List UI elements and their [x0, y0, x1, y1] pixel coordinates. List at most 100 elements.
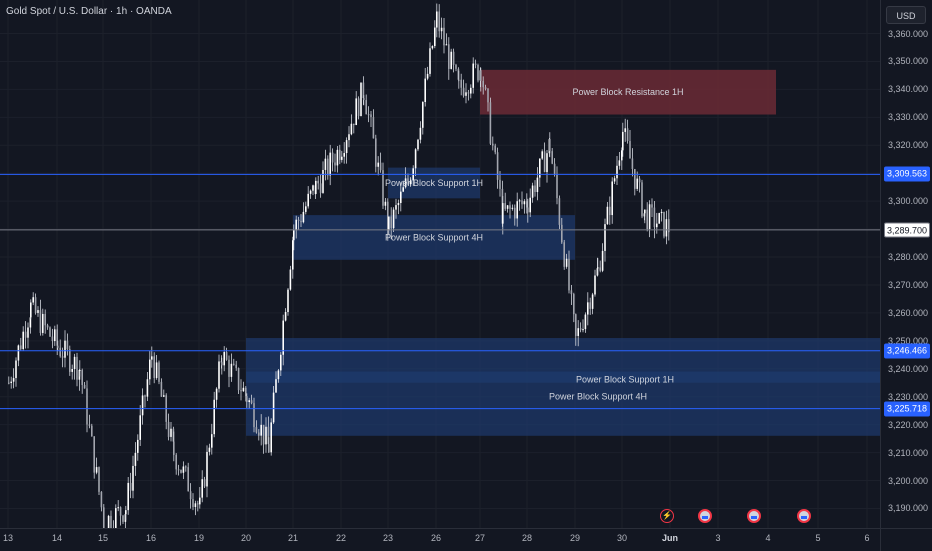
price-level-badge[interactable]: 3,225.718 [884, 401, 930, 417]
candle-body [100, 491, 103, 508]
zone-label: Power Block Support 4H [385, 232, 483, 242]
candle-body [527, 207, 529, 213]
candle-body [549, 139, 551, 152]
candle-body [648, 204, 651, 230]
candle-body [42, 313, 44, 333]
candle-body [534, 185, 536, 193]
support-zone[interactable] [246, 371, 880, 436]
candle-body [601, 250, 604, 271]
candle-body [203, 479, 206, 487]
candle-body [81, 369, 83, 385]
candle-body [110, 515, 112, 529]
candle-body [240, 390, 242, 392]
time-tick-label: Jun [661, 533, 679, 543]
us-flag-icon[interactable] [698, 509, 712, 523]
time-axis[interactable] [0, 528, 880, 551]
candle-body [656, 223, 658, 228]
candle-body [119, 507, 122, 516]
candle-body [516, 201, 518, 219]
price-chart-svg[interactable]: Power Block Resistance 1H Power Block Sup… [0, 0, 880, 541]
candle-body [429, 48, 431, 74]
candle-body [407, 178, 409, 182]
candle-body [309, 190, 312, 194]
candle-body [149, 359, 151, 380]
candle-body [237, 368, 240, 391]
time-tick-label: 26 [430, 533, 442, 543]
zone-label: Power Block Resistance 1H [572, 87, 683, 97]
chart-area[interactable]: Power Block Resistance 1H Power Block Sup… [0, 0, 880, 541]
time-tick-label: 20 [240, 533, 252, 543]
candle-body [638, 178, 641, 183]
candle-body [192, 499, 194, 507]
candle-body [230, 363, 233, 377]
candle-body [419, 127, 422, 140]
candle-body [523, 201, 526, 205]
candle-body [377, 162, 379, 167]
candle-body [39, 310, 42, 333]
candle-body [163, 395, 165, 397]
candle-body [350, 123, 353, 135]
candle-body [307, 193, 309, 207]
time-tick-label: 5 [815, 533, 821, 543]
candle-body [127, 482, 129, 511]
candle-body [8, 382, 10, 384]
candle-body [651, 204, 653, 208]
candle-body [197, 503, 199, 505]
price-level-badge[interactable]: 3,289.700 [884, 222, 930, 238]
candle-body [277, 370, 280, 380]
candle-body [272, 392, 275, 423]
candle-body [440, 27, 443, 32]
candle-body [76, 356, 78, 380]
lightning-icon[interactable]: ⚡ [660, 509, 674, 523]
candle-body [653, 207, 656, 228]
candle-body [37, 310, 39, 313]
candle-body [170, 428, 172, 437]
candle-body [541, 151, 543, 159]
candle-body [611, 181, 613, 216]
candle-body [521, 200, 523, 205]
price-tick-label: 3,220.000 [888, 419, 929, 430]
price-level-badge[interactable]: 3,246.466 [884, 343, 930, 359]
candle-body [613, 178, 616, 182]
price-axis[interactable] [880, 0, 932, 528]
candle-body [426, 73, 429, 79]
currency-button[interactable]: USD [886, 6, 926, 24]
candle-body [422, 102, 424, 128]
candle-body [115, 508, 117, 531]
price-level-badge[interactable]: 3,309.563 [884, 166, 930, 182]
candle-body [233, 363, 235, 365]
candle-body [631, 158, 634, 169]
candle-body [382, 170, 384, 206]
candle-body [518, 200, 521, 202]
candle-body [543, 151, 546, 173]
time-tick-label: 16 [145, 533, 157, 543]
candle-body [302, 211, 305, 223]
candle-body [472, 63, 474, 88]
candle-body [511, 207, 514, 209]
candle-body [621, 150, 623, 161]
us-flag-icon[interactable] [747, 509, 761, 523]
resistance-zone[interactable] [480, 69, 776, 115]
candle-body [59, 347, 61, 357]
candle-body [10, 381, 12, 383]
candle-body [494, 145, 496, 153]
candle-body [17, 345, 20, 361]
candle-body [248, 400, 250, 403]
candle-body [665, 219, 668, 237]
candle-body [565, 258, 568, 267]
candle-body [86, 388, 88, 425]
candle-body [211, 434, 213, 448]
candle-body [489, 102, 492, 144]
candle-body [390, 216, 392, 229]
candle-body [594, 275, 596, 295]
candle-body [300, 220, 302, 223]
price-tick-label: 3,280.000 [888, 252, 929, 263]
candle-body [51, 336, 54, 342]
candle-body [336, 149, 339, 166]
candle-body [194, 503, 197, 507]
candle-body [124, 514, 127, 522]
candle-body [221, 362, 223, 366]
us-flag-icon[interactable] [797, 509, 811, 523]
candle-body [289, 269, 292, 290]
candle-body [365, 100, 367, 115]
